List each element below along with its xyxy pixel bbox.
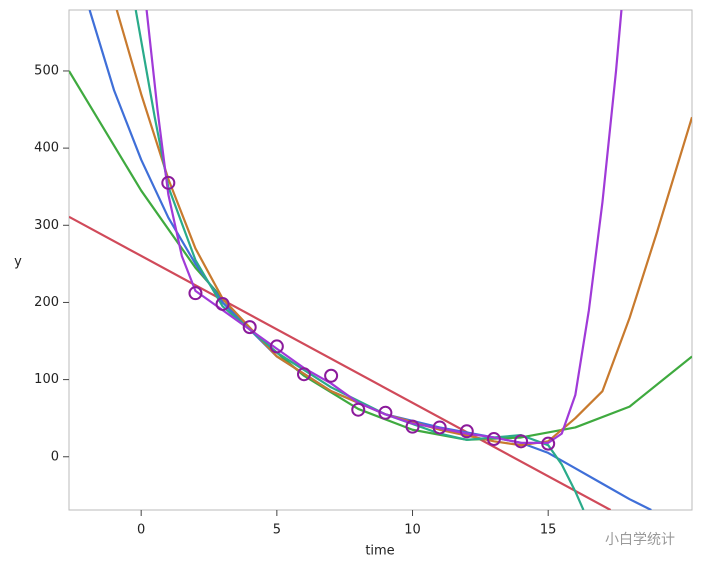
data-point — [269, 339, 284, 354]
data-point — [486, 432, 501, 447]
y-tick-label: 0 — [51, 449, 59, 464]
x-axis-label: time — [365, 544, 394, 559]
data-point — [242, 320, 257, 335]
y-tick-label: 400 — [34, 141, 59, 156]
y-tick-label: 100 — [34, 372, 59, 387]
data-point — [161, 175, 176, 190]
plot-frame — [68, 9, 693, 511]
fit-line — [145, 10, 623, 444]
data-point — [324, 368, 339, 383]
y-axis-label: y — [14, 255, 22, 270]
data-point — [405, 419, 420, 434]
fit-line — [115, 10, 692, 447]
y-tick-label: 300 — [34, 218, 59, 233]
fit-line — [69, 215, 612, 510]
data-point — [296, 367, 311, 382]
data-point — [541, 436, 556, 451]
data-point — [351, 402, 366, 417]
x-tick-label: 0 — [137, 523, 145, 538]
data-point — [378, 405, 393, 420]
x-tick-label: 10 — [404, 523, 421, 538]
data-point — [215, 296, 230, 311]
data-point — [459, 424, 474, 439]
data-point — [432, 420, 447, 435]
points — [161, 175, 556, 451]
fit-lines — [69, 10, 692, 510]
data-point — [514, 434, 529, 449]
watermark: 小白学统计 — [605, 532, 675, 548]
x-tick-label: 15 — [540, 523, 557, 538]
x-tick-label: 5 — [273, 523, 281, 538]
y-tick-label: 500 — [34, 63, 59, 78]
y-tick-label: 200 — [34, 295, 59, 310]
data-point — [188, 286, 203, 301]
